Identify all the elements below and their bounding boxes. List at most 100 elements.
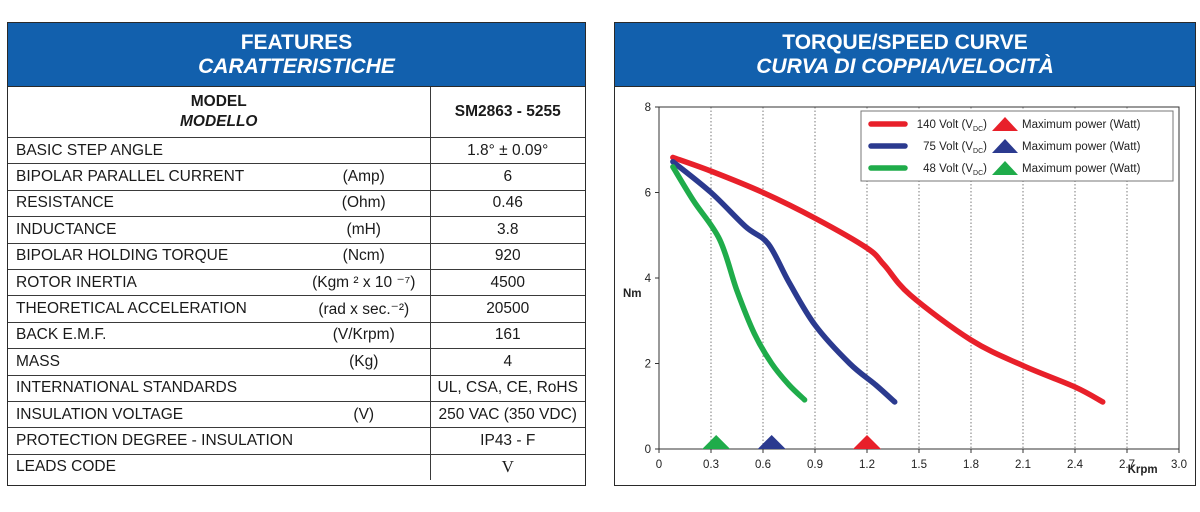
spec-value: 920 bbox=[429, 243, 585, 270]
legend-paren: ) bbox=[983, 119, 987, 131]
spec-row: INDUCTANCE (mH) 3.8 bbox=[8, 216, 585, 244]
spec-row: LEADS CODE V bbox=[8, 454, 585, 481]
spec-label: BASIC STEP ANGLE bbox=[8, 137, 298, 165]
legend-label-0: 140 Volt (VDC) bbox=[917, 119, 987, 133]
spec-value: UL, CSA, CE, RoHS bbox=[429, 375, 585, 402]
legend-unit: V bbox=[965, 119, 973, 131]
spec-value: 4 bbox=[429, 348, 585, 376]
x-tick-label: 3.0 bbox=[1171, 459, 1187, 471]
spec-label: THEORETICAL ACCELERATION bbox=[8, 295, 298, 323]
spec-row: THEORETICAL ACCELERATION (rad x sec.⁻²) 20… bbox=[8, 295, 585, 323]
spec-unit bbox=[298, 454, 430, 480]
series-line-2 bbox=[670, 164, 808, 403]
spec-label: BIPOLAR PARALLEL CURRENT bbox=[8, 163, 298, 191]
x-tick-label: 0.6 bbox=[755, 459, 771, 471]
torque-curve-panel: TORQUE/SPEED CURVE CURVA DI COPPIA/VELOC… bbox=[614, 22, 1196, 486]
spec-unit: (V) bbox=[298, 401, 430, 429]
spec-unit: (V/Krpm) bbox=[298, 322, 430, 350]
spec-row: BACK E.M.F. (V/Krpm) 161 bbox=[8, 322, 585, 350]
spec-label: BIPOLAR HOLDING TORQUE bbox=[8, 243, 298, 270]
y-tick-label: 8 bbox=[645, 102, 651, 114]
y-tick-label: 0 bbox=[645, 444, 651, 456]
features-panel: FEATURES CARATTERISTICHE MODEL MODELLO S… bbox=[7, 22, 586, 486]
model-row: MODEL MODELLO SM2863 - 5255 bbox=[8, 87, 585, 138]
legend-marker-1 bbox=[992, 139, 1018, 153]
spec-label: INDUCTANCE bbox=[8, 216, 298, 244]
legend-unit-sub: DC bbox=[973, 148, 983, 155]
legend-series-name: 75 Volt ( bbox=[923, 141, 965, 153]
legend-label-1: 75 Volt (VDC) bbox=[923, 141, 987, 155]
legend-series-name: 140 Volt ( bbox=[917, 119, 966, 131]
spec-unit: (Kg) bbox=[298, 348, 430, 376]
spec-value: 0.46 bbox=[429, 190, 585, 218]
legend-box bbox=[860, 110, 1174, 182]
curve-subtitle: CURVA DI COPPIA/VELOCITÀ bbox=[756, 55, 1054, 78]
features-title: FEATURES bbox=[240, 31, 353, 54]
spec-row: PROTECTION DEGREE - INSULATION CLASS IP43… bbox=[8, 427, 585, 455]
y-tick-label: 6 bbox=[645, 188, 651, 200]
series-line-0 bbox=[670, 154, 1106, 405]
x-tick-label: 0.9 bbox=[807, 459, 823, 471]
legend-label-2: 48 Volt (VDC) bbox=[923, 163, 987, 177]
spec-unit: (mH) bbox=[298, 216, 430, 244]
spec-label: MASS bbox=[8, 348, 298, 376]
x-tick-label: 1.8 bbox=[963, 459, 979, 471]
legend-unit: V bbox=[965, 141, 973, 153]
legend: 140 Volt (VDC) Maximum power (Watt)75 Vol… bbox=[860, 110, 1174, 182]
legend-marker-0 bbox=[992, 117, 1018, 131]
spec-value: 6 bbox=[429, 163, 585, 191]
x-tick-label: 2.1 bbox=[1015, 459, 1031, 471]
x-tick-label: 2.4 bbox=[1067, 459, 1084, 471]
spec-label: PROTECTION DEGREE - INSULATION CLASS bbox=[8, 427, 298, 455]
model-label-cell: MODEL MODELLO bbox=[8, 87, 430, 138]
legend-marker-2 bbox=[992, 161, 1018, 175]
spec-row: ROTOR INERTIA (Kgm ² x 10 ⁻⁷) 4500 bbox=[8, 269, 585, 297]
torque-speed-chart: 0 0.3 0.6 0.9 1.2 1.5 1.8 2.1 2.4 2.7 3.0 0 2 4 6 8 Nm Kr… bbox=[623, 102, 1187, 476]
y-tick-label: 4 bbox=[645, 273, 652, 285]
spec-row: BIPOLAR HOLDING TORQUE (Ncm) 920 bbox=[8, 243, 585, 270]
spec-value: 20500 bbox=[429, 295, 585, 323]
features-table: MODEL MODELLO SM2863 - 5255 BASIC STEP A… bbox=[8, 87, 585, 481]
spec-value: 161 bbox=[429, 322, 585, 350]
spec-unit: (Amp) bbox=[298, 163, 430, 191]
spec-row: INTERNATIONAL STANDARDS UL, CSA, CE, RoHS bbox=[8, 375, 585, 402]
spec-value: 4500 bbox=[429, 269, 585, 297]
spec-label: INTERNATIONAL STANDARDS bbox=[8, 375, 298, 402]
spec-label: BACK E.M.F. bbox=[8, 322, 298, 350]
legend-series-name: 48 Volt ( bbox=[923, 163, 965, 175]
legend-unit: V bbox=[965, 163, 973, 175]
spec-value: V bbox=[429, 454, 585, 481]
features-subtitle: CARATTERISTICHE bbox=[198, 55, 395, 78]
x-tick-label: 1.2 bbox=[859, 459, 875, 471]
spec-row: MASS (Kg) 4 bbox=[8, 348, 585, 376]
legend-max-power-label: Maximum power (Watt) bbox=[1022, 163, 1141, 175]
max-power-marker-2 bbox=[702, 435, 731, 449]
spec-unit: (rad x sec.⁻²) bbox=[298, 295, 430, 323]
spec-unit bbox=[298, 137, 430, 165]
spec-unit bbox=[298, 375, 430, 402]
features-header: FEATURES CARATTERISTICHE bbox=[8, 23, 585, 87]
spec-label: LEADS CODE bbox=[16, 458, 116, 476]
spec-label: RESISTANCE bbox=[8, 190, 298, 218]
model-label-it: MODELLO bbox=[180, 113, 258, 130]
max-power-marker-0 bbox=[853, 435, 881, 449]
model-value: SM2863 - 5255 bbox=[429, 87, 585, 138]
legend-paren: ) bbox=[983, 141, 987, 153]
spec-value: 3.8 bbox=[429, 216, 585, 244]
spec-value: 250 VAC (350 VDC) bbox=[429, 401, 585, 429]
spec-label: INSULATION VOLTAGE bbox=[8, 401, 298, 429]
legend-paren: ) bbox=[983, 163, 987, 175]
curve-title: TORQUE/SPEED CURVE bbox=[782, 31, 1028, 54]
legend-unit-sub: DC bbox=[973, 170, 983, 177]
spec-row: BIPOLAR PARALLEL CURRENT (Amp) 6 bbox=[8, 163, 585, 191]
spec-label: ROTOR INERTIA bbox=[8, 269, 298, 297]
x-tick-label: 2.7 bbox=[1119, 459, 1135, 471]
x-tick-label: 0 bbox=[656, 459, 662, 471]
x-tick-label: 1.5 bbox=[911, 459, 927, 471]
y-tick-label: 2 bbox=[645, 359, 651, 371]
max-power-marker-1 bbox=[757, 435, 786, 449]
y-axis-label: Nm bbox=[623, 288, 642, 300]
spec-row: INSULATION VOLTAGE (V) 250 VAC (350 VDC) bbox=[8, 401, 585, 429]
spec-row: BASIC STEP ANGLE 1.8° ± 0.09° bbox=[8, 137, 585, 165]
spec-unit: (Ncm) bbox=[298, 243, 430, 270]
